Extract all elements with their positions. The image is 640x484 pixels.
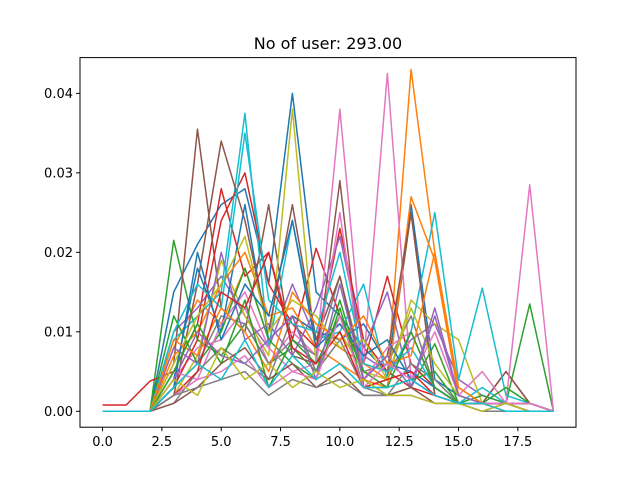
x-tick-label: 12.5 [385, 435, 414, 450]
x-tick-label: 10.0 [325, 435, 354, 450]
axis-layer: 0.0 2.5 5.0 7.5 10.0 12.5 15.0 17.5 0.00 0.01 0.02… [44, 87, 532, 450]
y-tick-label: 0.04 [44, 87, 73, 102]
x-tick-label: 2.5 [152, 435, 173, 450]
x-tick-label: 5.0 [211, 435, 232, 450]
chart-title: No of user: 293.00 [254, 34, 402, 53]
y-tick-label: 0.01 [44, 325, 73, 340]
series-line-28 [102, 346, 554, 413]
series-line-24 [102, 283, 554, 413]
series-line-19 [102, 132, 554, 413]
x-tick-label: 17.5 [503, 435, 532, 450]
plot-frame [79, 57, 577, 428]
x-tick-label: 0.0 [92, 435, 113, 450]
y-tick-label: 0.03 [44, 166, 73, 181]
y-tick-label: 0.02 [44, 246, 73, 261]
series-layer [102, 68, 555, 413]
x-tick-label: 15.0 [444, 435, 473, 450]
x-tick-label: 7.5 [270, 435, 291, 450]
y-tick-label: 0.00 [44, 405, 73, 420]
series-line-29 [102, 339, 554, 413]
